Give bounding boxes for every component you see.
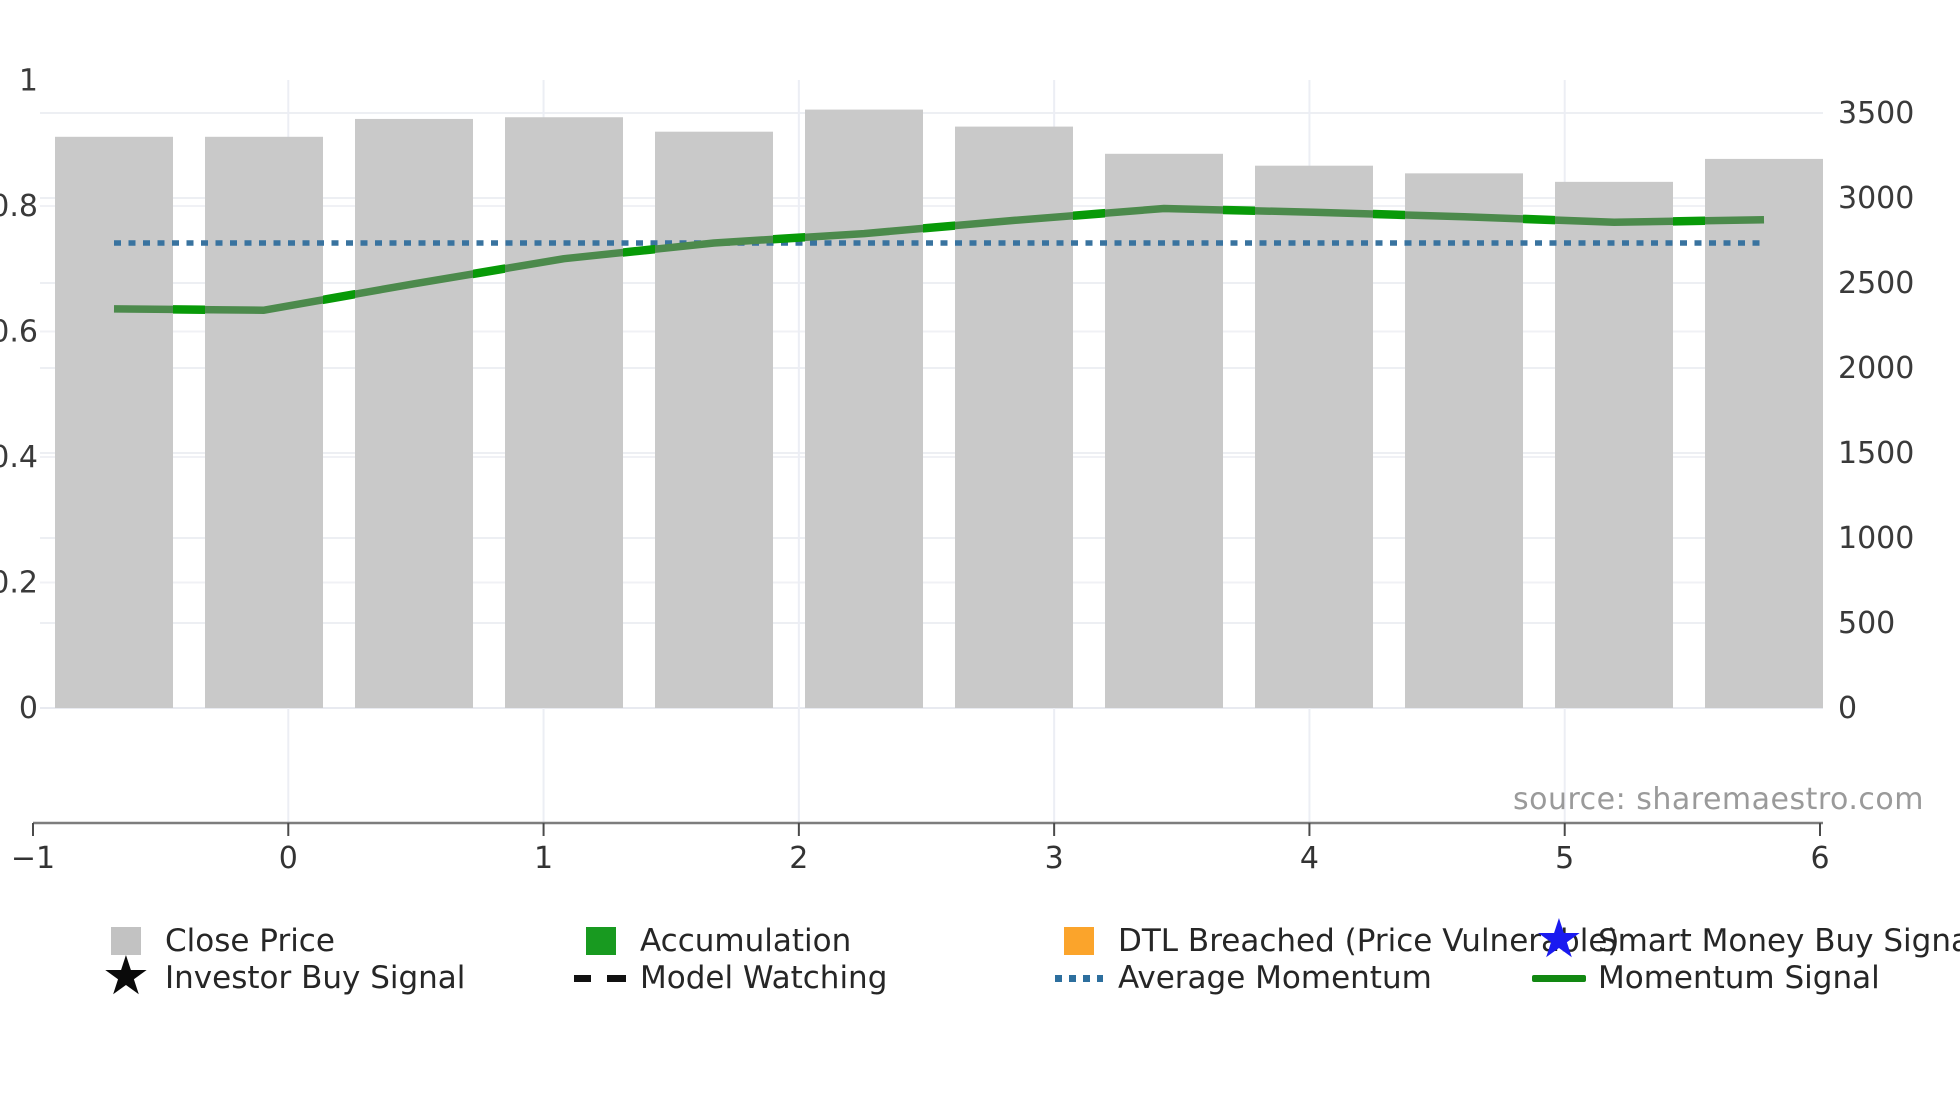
- close-price-bar: [655, 131, 773, 708]
- x-axis-tick-label: 1: [534, 841, 553, 876]
- legend-label: Average Momentum: [1118, 960, 1432, 996]
- close-price-bar: [205, 136, 323, 709]
- left-axis-tick-label: 0.2: [0, 566, 38, 601]
- right-axis-tick-label: 1500: [1838, 436, 1914, 471]
- close-price-bar: [805, 109, 923, 709]
- legend-item-model-watching: Model Watching: [570, 957, 887, 999]
- right-axis-tick-label: 2000: [1838, 351, 1914, 386]
- legend-label: Smart Money Buy Signal: [1598, 923, 1960, 959]
- left-axis-tick-label: 0.4: [0, 440, 38, 475]
- legend-label: DTL Breached (Price Vulnerable): [1118, 923, 1620, 959]
- close-price-bar: [355, 118, 473, 708]
- close-price-bar: [55, 136, 173, 709]
- legend-label: Close Price: [165, 923, 335, 959]
- right-axis-tick-label: 3500: [1838, 96, 1914, 131]
- legend-label: Investor Buy Signal: [165, 960, 466, 996]
- legend-dashed-line-swatch: [574, 974, 628, 982]
- x-axis-tick-label: 4: [1300, 841, 1319, 876]
- price-momentum-chart: −1 0 1 2 3 4 5 6 0 0.2 0.4 0.6 0.8 1 0 500 1000 1500 2000 2…: [0, 64, 1914, 877]
- x-axis-tick-label: −1: [11, 841, 55, 876]
- close-price-bar: [1255, 165, 1373, 708]
- legend-item-dtl-breached-price-vulnerable: DTL Breached (Price Vulnerable): [1048, 920, 1619, 962]
- close-price-bar: [505, 117, 623, 708]
- right-axis-tick-label: 1000: [1838, 521, 1914, 556]
- legend-item-average-momentum: Average Momentum: [1048, 957, 1432, 999]
- legend-item-smart-money-buy-signal: ★ Smart Money Buy Signal: [1528, 907, 1960, 970]
- legend-label: Accumulation: [640, 923, 852, 959]
- close-price-bar: [1555, 181, 1673, 709]
- x-axis-tick-label: 6: [1810, 841, 1829, 876]
- legend-item-investor-buy-signal: ★ Investor Buy Signal: [95, 944, 466, 1007]
- left-axis-tick-label: 0: [19, 691, 38, 726]
- right-axis-tick-label: 3000: [1838, 181, 1914, 216]
- left-axis-tick-label: 1: [19, 64, 38, 99]
- close-price-bar: [1105, 153, 1223, 709]
- x-axis-tick-label: 2: [789, 841, 808, 876]
- right-axis-tick-label: 2500: [1838, 266, 1914, 301]
- right-axis-tick-label: 0: [1838, 691, 1857, 726]
- source-attribution: source: sharemaestro.com: [1513, 782, 1924, 817]
- legend-square-swatch: [586, 927, 616, 955]
- x-axis-tick-label: 5: [1555, 841, 1574, 876]
- right-axis-tick-label: 500: [1838, 606, 1895, 641]
- legend-line-swatch: [1532, 974, 1586, 982]
- left-axis-tick-label: 0.6: [0, 315, 38, 350]
- left-axis-tick-label: 0.8: [0, 189, 38, 224]
- x-axis-tick-label: 0: [279, 841, 298, 876]
- x-axis-tick-label: 3: [1045, 841, 1064, 876]
- legend-square-swatch: [1064, 927, 1094, 955]
- legend-star-icon: ★: [101, 944, 151, 1007]
- legend-item-close-price: Close Price: [95, 920, 335, 962]
- legend-item-accumulation: Accumulation: [570, 920, 851, 962]
- close-price-bar: [1705, 158, 1823, 708]
- close-price-bar: [1405, 173, 1523, 709]
- legend-label: Momentum Signal: [1598, 960, 1880, 996]
- legend-star-icon: ★: [1534, 907, 1584, 970]
- legend-label: Model Watching: [640, 960, 888, 996]
- legend-item-momentum-signal: Momentum Signal: [1528, 957, 1880, 999]
- legend-dotted-line-swatch: [1055, 974, 1103, 982]
- legend-square-swatch: [111, 927, 141, 955]
